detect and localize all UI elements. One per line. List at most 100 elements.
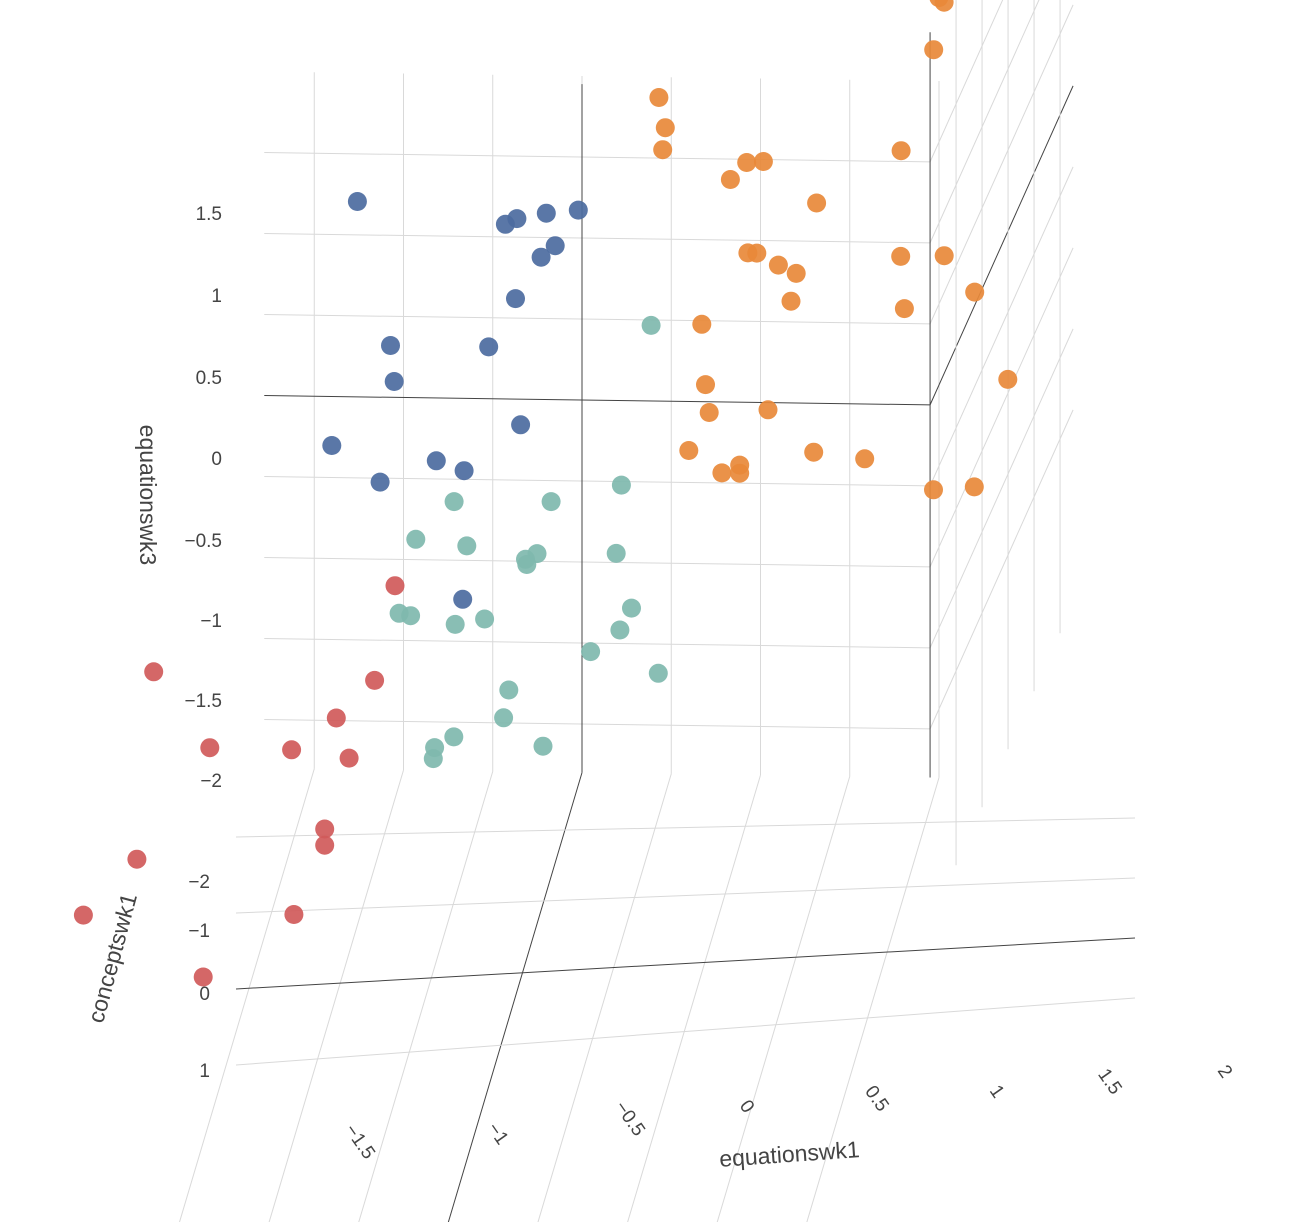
x-tick-label: 1.5 xyxy=(1093,1065,1125,1099)
scatter-point[interactable] xyxy=(282,740,302,760)
tick-label-layer: 1.5 1 0.5 0 −0.5 −1 −1.5 −2 −2 −1 0 1 −1.5 −1 −0.5 0 0.5… xyxy=(184,204,1236,1163)
scatter-point[interactable] xyxy=(506,289,525,309)
scatter-point[interactable] xyxy=(699,403,719,422)
scatter-point[interactable] xyxy=(365,670,385,690)
scatter-point[interactable] xyxy=(315,819,335,839)
scatter-point[interactable] xyxy=(389,603,409,623)
scatter-point[interactable] xyxy=(768,255,788,275)
x-tick-label: 1 xyxy=(985,1081,1008,1102)
scatter-point[interactable] xyxy=(679,441,699,460)
scatter-point[interactable] xyxy=(511,415,531,435)
scatter-point[interactable] xyxy=(507,209,527,229)
scatter-point[interactable] xyxy=(891,246,911,266)
scatter-point[interactable] xyxy=(606,543,626,563)
scatter-point[interactable] xyxy=(712,463,732,483)
scatter-point[interactable] xyxy=(655,118,675,138)
scatter-point[interactable] xyxy=(934,0,954,12)
scatter-point[interactable] xyxy=(998,369,1018,389)
scatter-point[interactable] xyxy=(653,140,673,160)
scatter-point[interactable] xyxy=(807,193,827,213)
scatter-point[interactable] xyxy=(924,480,943,500)
scatter-point[interactable] xyxy=(479,337,499,357)
x-tick-label: −1 xyxy=(483,1119,513,1149)
scatter-point[interactable] xyxy=(758,400,778,420)
x-axis-title: equationswk1 xyxy=(718,1136,860,1172)
floor-x-gridline xyxy=(716,776,851,1222)
side-wall-z-gridline xyxy=(929,247,1074,568)
scatter-point[interactable] xyxy=(423,749,443,769)
scatter-point[interactable] xyxy=(855,449,875,469)
scatter-point[interactable] xyxy=(692,314,712,334)
scatter-point[interactable] xyxy=(649,88,669,107)
floor-x-gridline xyxy=(537,773,672,1222)
x-tick-label: −1.5 xyxy=(340,1120,379,1163)
scatter-point[interactable] xyxy=(457,536,477,556)
scatter-point[interactable] xyxy=(804,442,824,462)
side-wall-z-gridline xyxy=(929,85,1074,406)
floor-y-gridline xyxy=(235,937,1136,990)
scatter-point[interactable] xyxy=(381,336,400,355)
scatter-point[interactable] xyxy=(326,708,346,728)
scatter-point[interactable] xyxy=(581,642,601,662)
scatter-point[interactable] xyxy=(747,243,767,263)
back-wall-z-gridline xyxy=(264,476,931,487)
scatter-point[interactable] xyxy=(322,436,342,455)
scatter-point[interactable] xyxy=(445,614,465,634)
scatter-point[interactable] xyxy=(384,372,404,391)
floor-x-gridline xyxy=(358,771,494,1222)
back-wall-z-gridline xyxy=(264,233,931,244)
side-wall-z-gridline xyxy=(929,328,1074,649)
scatter-point[interactable] xyxy=(720,170,740,189)
scatter-point[interactable] xyxy=(545,236,565,256)
scatter-point[interactable] xyxy=(193,967,213,987)
scatter-point[interactable] xyxy=(964,477,984,497)
y-tick-label: −1 xyxy=(188,921,210,942)
scatter-point[interactable] xyxy=(444,727,464,747)
scatter-point[interactable] xyxy=(934,246,954,266)
scatter-point[interactable] xyxy=(924,40,944,60)
scatter-point[interactable] xyxy=(531,247,551,267)
scatter-point[interactable] xyxy=(453,589,473,609)
scatter-point[interactable] xyxy=(475,609,495,629)
scatter-point[interactable] xyxy=(406,529,426,549)
scatter-point[interactable] xyxy=(737,153,757,172)
scatter-point[interactable] xyxy=(894,299,914,319)
scatter-point[interactable] xyxy=(444,492,464,512)
scatter-point[interactable] xyxy=(891,141,911,161)
scatter-point[interactable] xyxy=(786,263,806,283)
scatter-point[interactable] xyxy=(385,576,405,596)
scatter-point[interactable] xyxy=(541,492,561,512)
scatter-point[interactable] xyxy=(696,375,715,395)
scatter-point[interactable] xyxy=(73,905,93,925)
scatter-point[interactable] xyxy=(965,282,985,302)
scatter-point[interactable] xyxy=(127,849,147,869)
scatter-point[interactable] xyxy=(339,748,359,768)
scatter-point[interactable] xyxy=(200,738,220,758)
scatter-point[interactable] xyxy=(370,472,390,492)
scatter-point[interactable] xyxy=(144,662,164,682)
back-wall-z-gridline xyxy=(264,638,931,649)
scatter-point[interactable] xyxy=(517,555,537,574)
scatter-point[interactable] xyxy=(622,598,641,618)
scatter-point[interactable] xyxy=(536,203,556,223)
back-wall-z-gridline xyxy=(264,557,931,568)
scatter-point[interactable] xyxy=(533,736,553,756)
scatter-point[interactable] xyxy=(315,835,335,855)
scatter-point[interactable] xyxy=(641,315,661,335)
scatter-point[interactable] xyxy=(781,291,801,311)
scatter-point[interactable] xyxy=(284,905,304,924)
scatter-point[interactable] xyxy=(499,680,519,700)
scatter-point[interactable] xyxy=(494,708,514,728)
scatter-point[interactable] xyxy=(730,455,750,475)
scatter-point[interactable] xyxy=(610,620,630,640)
scatter-point[interactable] xyxy=(753,152,773,171)
scatter-point[interactable] xyxy=(454,461,474,481)
scatter-point[interactable] xyxy=(347,192,367,211)
side-wall-z-gridline xyxy=(929,4,1074,325)
scatter-point[interactable] xyxy=(648,663,668,683)
z-tick-label: 1 xyxy=(211,286,222,307)
scatter-point[interactable] xyxy=(568,200,588,220)
scatter-point[interactable] xyxy=(611,475,631,495)
scatter-point[interactable] xyxy=(426,451,446,471)
